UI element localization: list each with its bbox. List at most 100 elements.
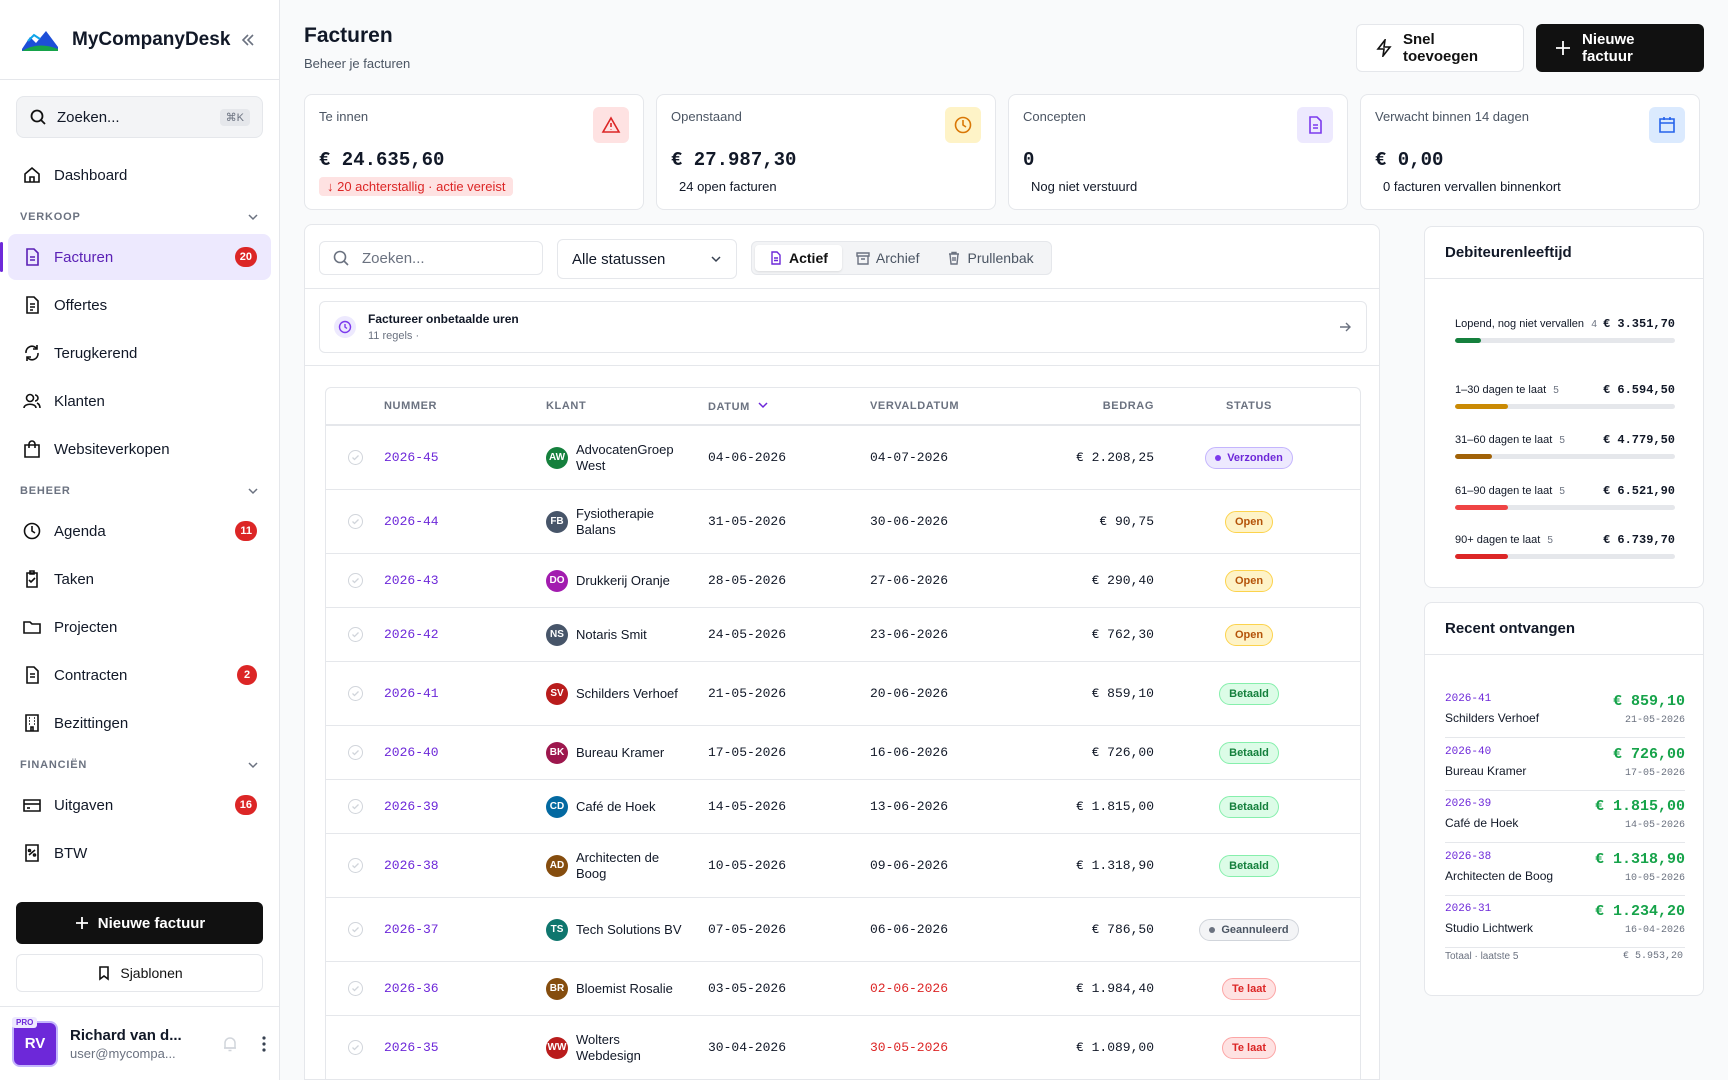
recent-invoice-number[interactable]: 2026-41: [1445, 693, 1492, 705]
sidebar-item-taken[interactable]: Taken: [8, 556, 271, 602]
check-circle-icon: [347, 745, 363, 760]
invoice-number-link[interactable]: 2026-35: [384, 1040, 439, 1055]
bell-icon[interactable]: [221, 1035, 239, 1053]
table-row[interactable]: 2026-45 AW AdvocatenGroep West 04-06-202…: [326, 426, 1360, 490]
sidebar-item-bezittingen[interactable]: Bezittingen: [8, 700, 271, 746]
templates-button[interactable]: Sjablonen: [16, 954, 263, 992]
invoice-number-link[interactable]: 2026-36: [384, 981, 439, 996]
table-row[interactable]: 2026-44 FB Fysiotherapie Balans 31-05-20…: [326, 490, 1360, 554]
tab-archief[interactable]: Archief: [842, 245, 934, 271]
table-row[interactable]: 2026-41 SV Schilders Verhoef 21-05-2026 …: [326, 662, 1360, 726]
row-select[interactable]: [326, 450, 384, 465]
sidebar-item-websiteverkopen[interactable]: Websiteverkopen: [8, 426, 271, 472]
section-financien[interactable]: FINANCIËN: [0, 750, 279, 780]
invoice-number-link[interactable]: 2026-41: [384, 686, 439, 701]
row-select[interactable]: [326, 686, 384, 701]
row-select[interactable]: [326, 981, 384, 996]
invoice-number-link[interactable]: 2026-43: [384, 573, 439, 588]
section-verkoop[interactable]: VERKOOP: [0, 202, 279, 232]
more-vertical-icon[interactable]: [261, 1035, 267, 1053]
invoice-number-link[interactable]: 2026-44: [384, 514, 439, 529]
client-name: Bureau Kramer: [576, 744, 665, 760]
status-select[interactable]: Alle statussen: [557, 239, 737, 279]
divider: [1445, 894, 1685, 896]
sidebar-item-dashboard[interactable]: Dashboard: [8, 152, 271, 198]
avatar: PRO RV: [12, 1016, 58, 1067]
client-name: Notaris Smit: [576, 626, 647, 642]
table-row[interactable]: 2026-39 CD Café de Hoek 14-05-2026 13-06…: [326, 780, 1360, 834]
table-row[interactable]: 2026-42 NS Notaris Smit 24-05-2026 23-06…: [326, 608, 1360, 662]
sidebar-item-offertes[interactable]: Offertes: [8, 282, 271, 328]
header-klant[interactable]: KLANT: [546, 400, 587, 412]
table-row[interactable]: 2026-43 DO Drukkerij Oranje 28-05-2026 2…: [326, 554, 1360, 608]
invoice-number-link[interactable]: 2026-40: [384, 745, 439, 760]
sidebar-item-facturen[interactable]: Facturen 20: [0, 234, 271, 280]
tab-actief[interactable]: Actief: [755, 245, 842, 271]
row-select[interactable]: [326, 514, 384, 529]
header-nummer[interactable]: NUMMER: [384, 400, 438, 412]
invoice-search-input[interactable]: Zoeken...: [319, 241, 543, 275]
invoice-number-link[interactable]: 2026-37: [384, 922, 439, 937]
row-select[interactable]: [326, 573, 384, 588]
collapse-sidebar-icon[interactable]: [237, 29, 259, 51]
table-body: 2026-45 AW AdvocatenGroep West 04-06-202…: [326, 426, 1360, 1079]
sidebar-item-agenda[interactable]: Agenda 11: [8, 508, 271, 554]
row-select[interactable]: [326, 858, 384, 873]
invoice-number-link[interactable]: 2026-39: [384, 799, 439, 814]
table-row[interactable]: 2026-35 WW Wolters Webdesign 30-04-2026 …: [326, 1016, 1360, 1079]
hours-sub: 11 regels ·: [368, 330, 420, 342]
invoice-amount: € 762,30: [1091, 627, 1154, 642]
header-bedrag[interactable]: BEDRAG: [1102, 400, 1154, 412]
quick-add-button[interactable]: Snel toevoegen: [1356, 24, 1524, 72]
recent-row[interactable]: 2026-38 Architecten de Boog € 1.318,90 1…: [1445, 851, 1685, 903]
sidebar-item-uitgaven[interactable]: Uitgaven 16: [8, 782, 271, 828]
aging-bar: [1455, 338, 1675, 343]
invoice-date: 10-05-2026: [708, 858, 787, 873]
recent-row[interactable]: 2026-40 Bureau Kramer € 726,00 17-05-202…: [1445, 746, 1685, 798]
recent-client: Studio Lichtwerk: [1445, 921, 1534, 935]
sidebar-item-projecten[interactable]: Projecten: [8, 604, 271, 650]
row-select[interactable]: [326, 745, 384, 760]
sidebar-item-contracten[interactable]: Contracten 2: [8, 652, 271, 698]
sidebar-search[interactable]: Zoeken... ⌘K: [16, 96, 263, 138]
bill-unpaid-hours-card[interactable]: Factureer onbetaalde uren 11 regels ·: [319, 301, 1367, 353]
user-profile[interactable]: PRO RV Richard van d... user@mycompa...: [0, 1006, 279, 1080]
new-invoice-button[interactable]: Nieuwe factuur: [1536, 24, 1704, 72]
row-select[interactable]: [326, 627, 384, 642]
sidebar-item-label: Facturen: [54, 248, 114, 266]
row-select[interactable]: [326, 1040, 384, 1055]
hours-text: Factureer onbetaalde uren 11 regels ·: [368, 312, 519, 342]
table-row[interactable]: 2026-37 TS Tech Solutions BV 07-05-2026 …: [326, 898, 1360, 962]
contract-icon: [22, 665, 42, 685]
table-row[interactable]: 2026-36 BR Bloemist Rosalie 03-05-2026 0…: [326, 962, 1360, 1016]
recent-invoice-number[interactable]: 2026-38: [1445, 850, 1492, 863]
header-datum[interactable]: DATUM: [708, 400, 870, 413]
tab-prullenbak[interactable]: Prullenbak: [933, 245, 1047, 271]
recent-row[interactable]: 2026-31 Studio Lichtwerk € 1.234,20 16-0…: [1445, 903, 1685, 955]
sidebar-item-klanten[interactable]: Klanten: [8, 378, 271, 424]
recent-invoice-number[interactable]: 2026-40: [1445, 745, 1492, 758]
section-beheer[interactable]: BEHEER: [0, 476, 279, 506]
divider: [1445, 737, 1685, 738]
recent-invoice-number[interactable]: 2026-31: [1445, 903, 1492, 915]
aging-label: Lopend, nog niet vervallen: [1455, 317, 1585, 332]
table-row[interactable]: 2026-40 BK Bureau Kramer 17-05-2026 16-0…: [326, 726, 1360, 780]
sidebar-item-terugkerend[interactable]: Terugkerend: [8, 330, 271, 376]
tab-label: Prullenbak: [967, 250, 1034, 266]
sidebar-new-invoice-button[interactable]: Nieuwe factuur: [16, 902, 263, 944]
header-status[interactable]: STATUS: [1226, 400, 1272, 412]
recent-row[interactable]: 2026-41 Schilders Verhoef € 859,10 21-05…: [1445, 693, 1685, 745]
recent-invoice-number[interactable]: 2026-39: [1445, 798, 1492, 810]
recent-row[interactable]: 2026-39 Café de Hoek € 1.815,00 14-05-20…: [1445, 798, 1685, 850]
invoice-number-link[interactable]: 2026-42: [384, 627, 439, 642]
invoice-number-link[interactable]: 2026-38: [384, 858, 439, 873]
row-select[interactable]: [326, 799, 384, 814]
client-name: Wolters Webdesign: [576, 1031, 641, 1063]
header-label: DATUM: [708, 400, 750, 413]
invoice-number-link[interactable]: 2026-45: [384, 450, 439, 465]
header-vervaldatum[interactable]: VERVALDATUM: [870, 400, 960, 412]
sidebar-nav: Dashboard VERKOOP Facturen 20 Offertes T…: [0, 152, 279, 876]
table-row[interactable]: 2026-38 AD Architecten de Boog 10-05-202…: [326, 834, 1360, 898]
sidebar-item-btw[interactable]: BTW: [8, 830, 271, 876]
row-select[interactable]: [326, 922, 384, 937]
